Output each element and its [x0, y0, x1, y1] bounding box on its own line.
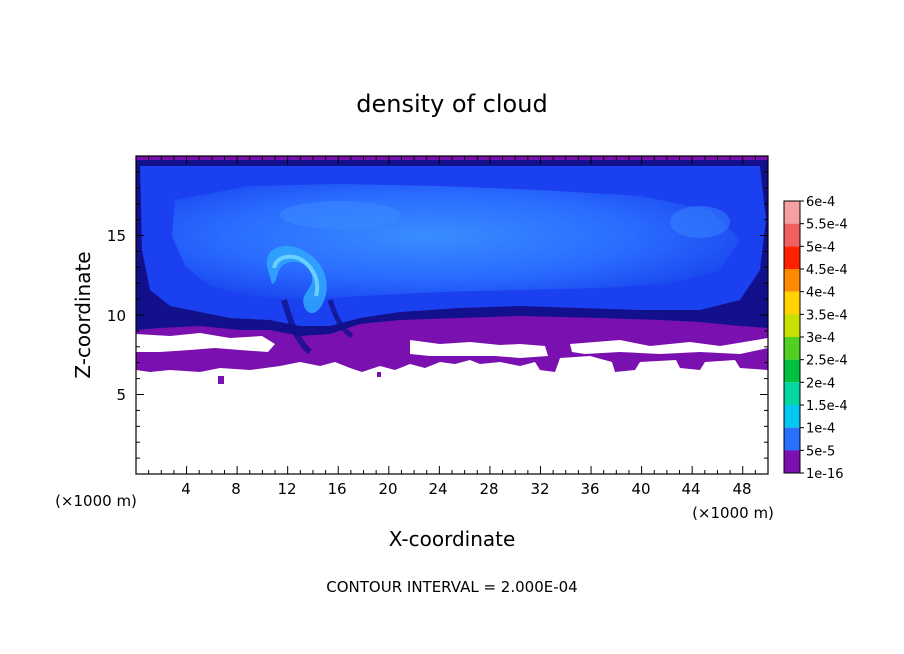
cloud-core	[172, 184, 740, 300]
cloud-core-patch	[280, 201, 400, 229]
colorbar-label: 2.5e-4	[806, 354, 848, 369]
x-tick-label: 16	[327, 480, 346, 498]
colorbar-label: 5e-4	[806, 240, 835, 255]
colorbar-swatch	[784, 405, 800, 428]
colorbar-swatch	[784, 291, 800, 315]
x-tick-label: 44	[681, 480, 700, 498]
x-tick-label: 12	[277, 480, 296, 498]
colorbar-swatch	[784, 269, 800, 292]
colorbar-swatch	[784, 246, 800, 269]
x-tick-label: 32	[530, 480, 549, 498]
colorbar-swatch	[784, 337, 800, 360]
x-tick-label: 24	[428, 480, 447, 498]
y-tick-label: 15	[107, 227, 126, 245]
chart-title: density of cloud	[356, 90, 547, 118]
colorbar-label: 5.5e-4	[806, 218, 848, 233]
x-tick-label: 4	[181, 480, 191, 498]
colorbar-swatch	[784, 359, 800, 383]
y-tick-labels: 5 10 15	[107, 227, 126, 404]
colorbar-label: 5e-5	[806, 444, 835, 459]
cloud-speck	[218, 376, 224, 384]
cloud-core-patch	[670, 206, 730, 238]
colorbar-label: 1.5e-4	[806, 399, 848, 414]
colorbar-label: 2e-4	[806, 376, 835, 391]
x-tick-label: 36	[580, 480, 599, 498]
y-axis-ticks	[136, 171, 768, 459]
colorbar-label: 6e-4	[806, 195, 835, 210]
y-tick-label: 10	[107, 307, 126, 325]
x-tick-label: 20	[378, 480, 397, 498]
colorbar-label: 1e-16	[806, 467, 844, 482]
colorbar-swatch	[784, 223, 800, 247]
x-tick-label: 8	[231, 480, 241, 498]
colorbar-label: 3e-4	[806, 331, 835, 346]
x-tick-labels: 4 8 12 16 20 24 28 32 36 40 44 48	[181, 480, 751, 498]
x-unit-label-left: (×1000 m)	[55, 492, 137, 510]
colorbar-label: 1e-4	[806, 422, 835, 437]
colorbar-label: 4e-4	[806, 286, 835, 301]
colorbar-swatch	[784, 450, 800, 473]
colorbar-swatch	[784, 382, 800, 405]
x-tick-label: 40	[631, 480, 650, 498]
colorbar: 6e-4 5.5e-4 5e-4 4.5e-4 4e-4 3.5e-4 3e-4 2.5e-4…	[783, 195, 848, 482]
colorbar-swatch	[784, 201, 800, 224]
y-tick-label: 5	[116, 386, 126, 404]
x-unit-label-right: (×1000 m)	[692, 504, 774, 522]
axes	[135, 155, 769, 475]
x-axis-title: X-coordinate	[389, 527, 516, 551]
white-gap-left	[136, 333, 275, 352]
white-gap-far-right	[570, 338, 768, 354]
plot-area	[136, 156, 768, 474]
white-gap-right	[410, 340, 548, 358]
colorbar-label: 4.5e-4	[806, 263, 848, 278]
x-tick-label: 28	[479, 480, 498, 498]
colorbar-swatch	[784, 314, 800, 337]
colorbar-swatch	[784, 427, 800, 451]
y-axis-title: Z-coordinate	[71, 251, 95, 378]
x-tick-label: 48	[732, 480, 751, 498]
x-axis-ticks	[148, 156, 756, 474]
contour-interval-note: CONTOUR INTERVAL = 2.000E-04	[326, 578, 577, 596]
colorbar-label: 3.5e-4	[806, 308, 848, 323]
cloud-speck	[377, 372, 381, 377]
updraft-plume	[266, 246, 354, 355]
